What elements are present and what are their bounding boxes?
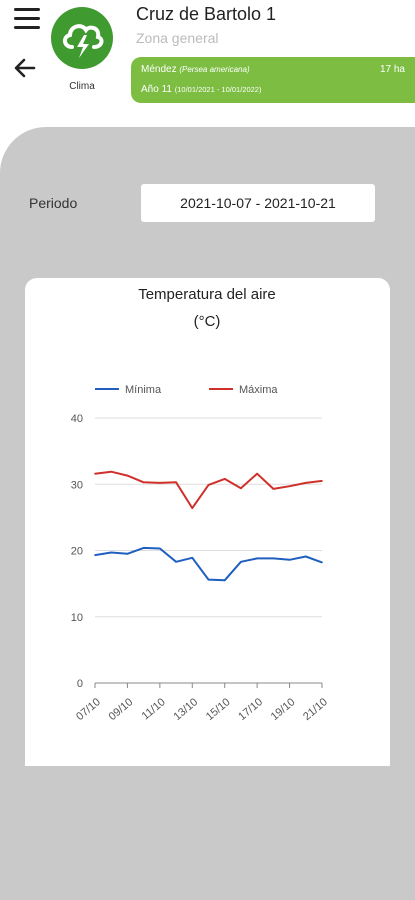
- period-label: Periodo: [29, 195, 78, 211]
- x-tick-label: 21/10: [301, 696, 330, 723]
- owner-name: Méndez: [141, 64, 177, 75]
- legend-label: Mínima: [125, 384, 162, 396]
- field-area: 17 ha: [379, 64, 405, 75]
- data-point: [207, 484, 210, 486]
- season-row: Año 11 (10/01/2021 - 10/01/2022): [141, 84, 261, 95]
- data-point: [321, 480, 323, 482]
- data-point: [207, 578, 210, 581]
- data-point: [304, 555, 307, 558]
- menu-icon[interactable]: [14, 8, 40, 30]
- data-point: [272, 488, 275, 490]
- x-tick-label: 17/10: [236, 696, 265, 723]
- data-point: [126, 553, 129, 555]
- data-point: [304, 482, 307, 484]
- data-point: [175, 560, 177, 563]
- owner-row: Méndez (Persea americana): [141, 64, 250, 75]
- y-tick-label: 40: [71, 413, 83, 425]
- data-point: [142, 481, 145, 484]
- series-line: [94, 470, 323, 510]
- season-label: Año 11: [141, 84, 172, 95]
- data-point: [142, 547, 145, 549]
- period-date-range-field[interactable]: 2021-10-07 - 2021-10-21: [141, 184, 375, 222]
- data-point: [191, 556, 194, 559]
- data-point: [191, 507, 194, 509]
- data-point: [126, 474, 129, 477]
- season-range: (10/01/2021 - 10/01/2022): [174, 85, 262, 94]
- data-point: [256, 557, 258, 560]
- x-tick-label: 09/10: [107, 696, 136, 723]
- y-tick-label: 0: [77, 678, 83, 690]
- data-point: [94, 554, 96, 556]
- data-point: [223, 579, 226, 582]
- x-tick-label: 19/10: [269, 696, 298, 723]
- x-tick-label: 07/10: [74, 696, 103, 723]
- data-point: [223, 478, 226, 480]
- data-point: [110, 551, 113, 554]
- data-point: [159, 547, 161, 550]
- data-point: [94, 472, 96, 475]
- chart-title: Temperatura del aire: [138, 286, 276, 303]
- data-point: [159, 482, 161, 484]
- back-arrow-icon[interactable]: [12, 56, 38, 80]
- page-subtitle: Zona general: [136, 30, 219, 46]
- legend-label: Máxima: [239, 384, 278, 396]
- x-tick-label: 13/10: [171, 696, 200, 723]
- data-point: [321, 561, 323, 564]
- series-line: [94, 546, 323, 582]
- data-point: [240, 487, 242, 490]
- x-tick-label: 11/10: [140, 696, 168, 722]
- field-info-card: Méndez (Persea americana) 17 ha Año 11 (…: [131, 57, 415, 103]
- y-tick-label: 20: [71, 546, 83, 558]
- data-point: [240, 560, 242, 563]
- weather-storm-icon: [51, 7, 113, 69]
- app-logo-label: Clima: [69, 81, 95, 92]
- temperature-chart-card: Temperatura del aire (°C) Mínima Máxima 0 10 2…: [25, 278, 390, 766]
- data-point: [272, 557, 275, 560]
- y-tick-label: 10: [71, 612, 83, 624]
- y-tick-label: 30: [71, 479, 83, 491]
- data-point: [110, 470, 113, 473]
- temperature-chart: Temperatura del aire (°C) Mínima Máxima 0 10 2…: [71, 286, 330, 723]
- x-tick-label: 15/10: [204, 696, 233, 723]
- crop-name: (Persea americana): [179, 65, 250, 74]
- page-title: Cruz de Bartolo 1: [136, 4, 277, 24]
- data-point: [256, 472, 258, 475]
- data-point: [175, 481, 177, 484]
- data-point: [288, 558, 291, 561]
- chart-unit: (°C): [194, 313, 221, 330]
- data-point: [288, 485, 291, 488]
